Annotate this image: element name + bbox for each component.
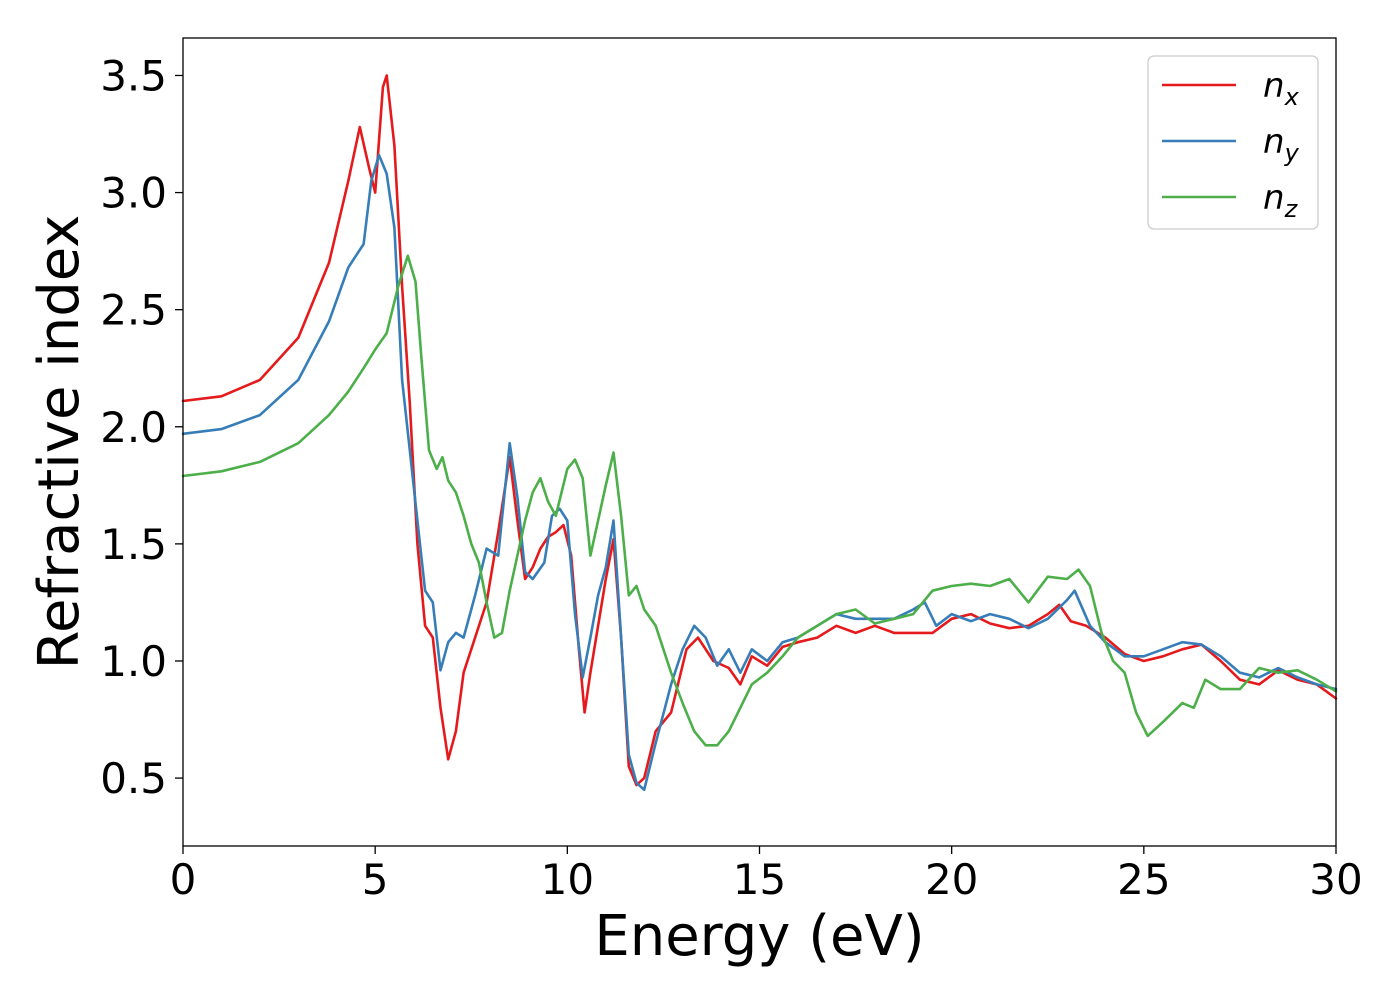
legend-label-main: n [1263,122,1285,162]
y-tick-label: 1.0 [100,637,167,686]
y-tick-label: 2.5 [100,286,167,335]
x-tick-label: 25 [1117,855,1170,904]
series-line-z [181,254,1338,747]
legend-box [1147,55,1319,230]
y-tick-label: 1.5 [100,520,167,569]
y-axis-ticks: 0.5 1.0 1.5 2.0 2.5 3.0 3.5 [100,51,183,803]
y-tick-label: 3.5 [100,51,167,100]
x-tick-label: 0 [170,855,197,904]
y-tick-label: 2.0 [100,403,167,452]
y-tick-label: 3.0 [100,169,167,218]
x-tick-label: 10 [541,855,594,904]
x-tick-label: 15 [733,855,786,904]
legend-label-main: n [1263,66,1285,106]
y-axis-label: Refractive index [27,215,92,670]
legend-label-main: n [1263,178,1285,218]
legend-label-y: ny [1263,122,1300,167]
x-tick-label: 5 [362,855,389,904]
legend-label-z: nz [1263,178,1299,223]
legend-label-sub: x [1284,83,1300,111]
x-tick-label: 20 [925,855,978,904]
series-layer [181,74,1338,792]
legend-label-sub: y [1284,139,1300,167]
y-tick-label: 0.5 [100,754,167,803]
series-line-y [181,153,1338,792]
plot-frame [182,37,1337,847]
x-axis-label: Energy (eV) [594,904,924,969]
x-tick-label: 30 [1309,855,1362,904]
legend-label-x: nx [1263,66,1300,111]
x-axis-ticks: 0 5 10 15 20 25 30 [170,846,1363,904]
legend-label-sub: z [1284,195,1299,223]
